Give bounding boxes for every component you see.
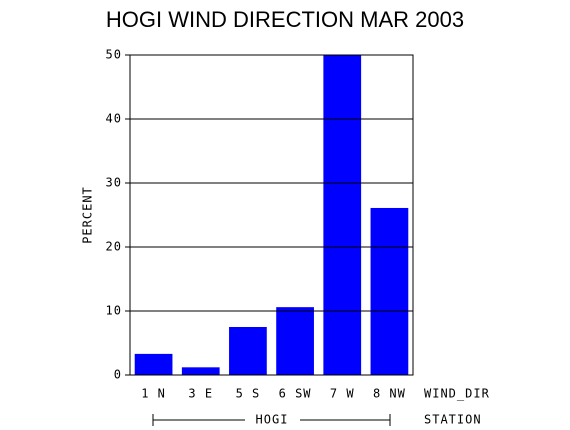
x-axis-label: WIND_DIR	[424, 387, 490, 401]
bar	[276, 307, 314, 375]
bar	[134, 353, 173, 375]
y-tick-label: 50	[106, 48, 122, 62]
bar	[323, 55, 362, 375]
bar	[229, 327, 267, 375]
y-tick-label: 0	[114, 368, 122, 382]
bar	[181, 367, 220, 375]
group-axis-label: STATION	[424, 413, 482, 427]
bar	[370, 207, 409, 375]
x-tick-label: 8 NW	[373, 387, 406, 401]
y-tick-label: 40	[106, 112, 122, 126]
y-tick-label: 10	[106, 304, 122, 318]
x-tick-label: 3 E	[188, 387, 213, 401]
x-tick-label: 5 S	[236, 387, 261, 401]
group-label: HOGI	[256, 413, 289, 427]
y-tick-label: 30	[106, 176, 122, 190]
x-tick-label: 1 N	[141, 387, 166, 401]
y-tick-label: 20	[106, 240, 122, 254]
x-tick-label: 6 SW	[279, 387, 312, 401]
chart-title: HOGI WIND DIRECTION MAR 2003	[106, 7, 464, 32]
x-tick-label: 7 W	[330, 387, 355, 401]
y-axis-label: PERCENT	[81, 186, 95, 244]
